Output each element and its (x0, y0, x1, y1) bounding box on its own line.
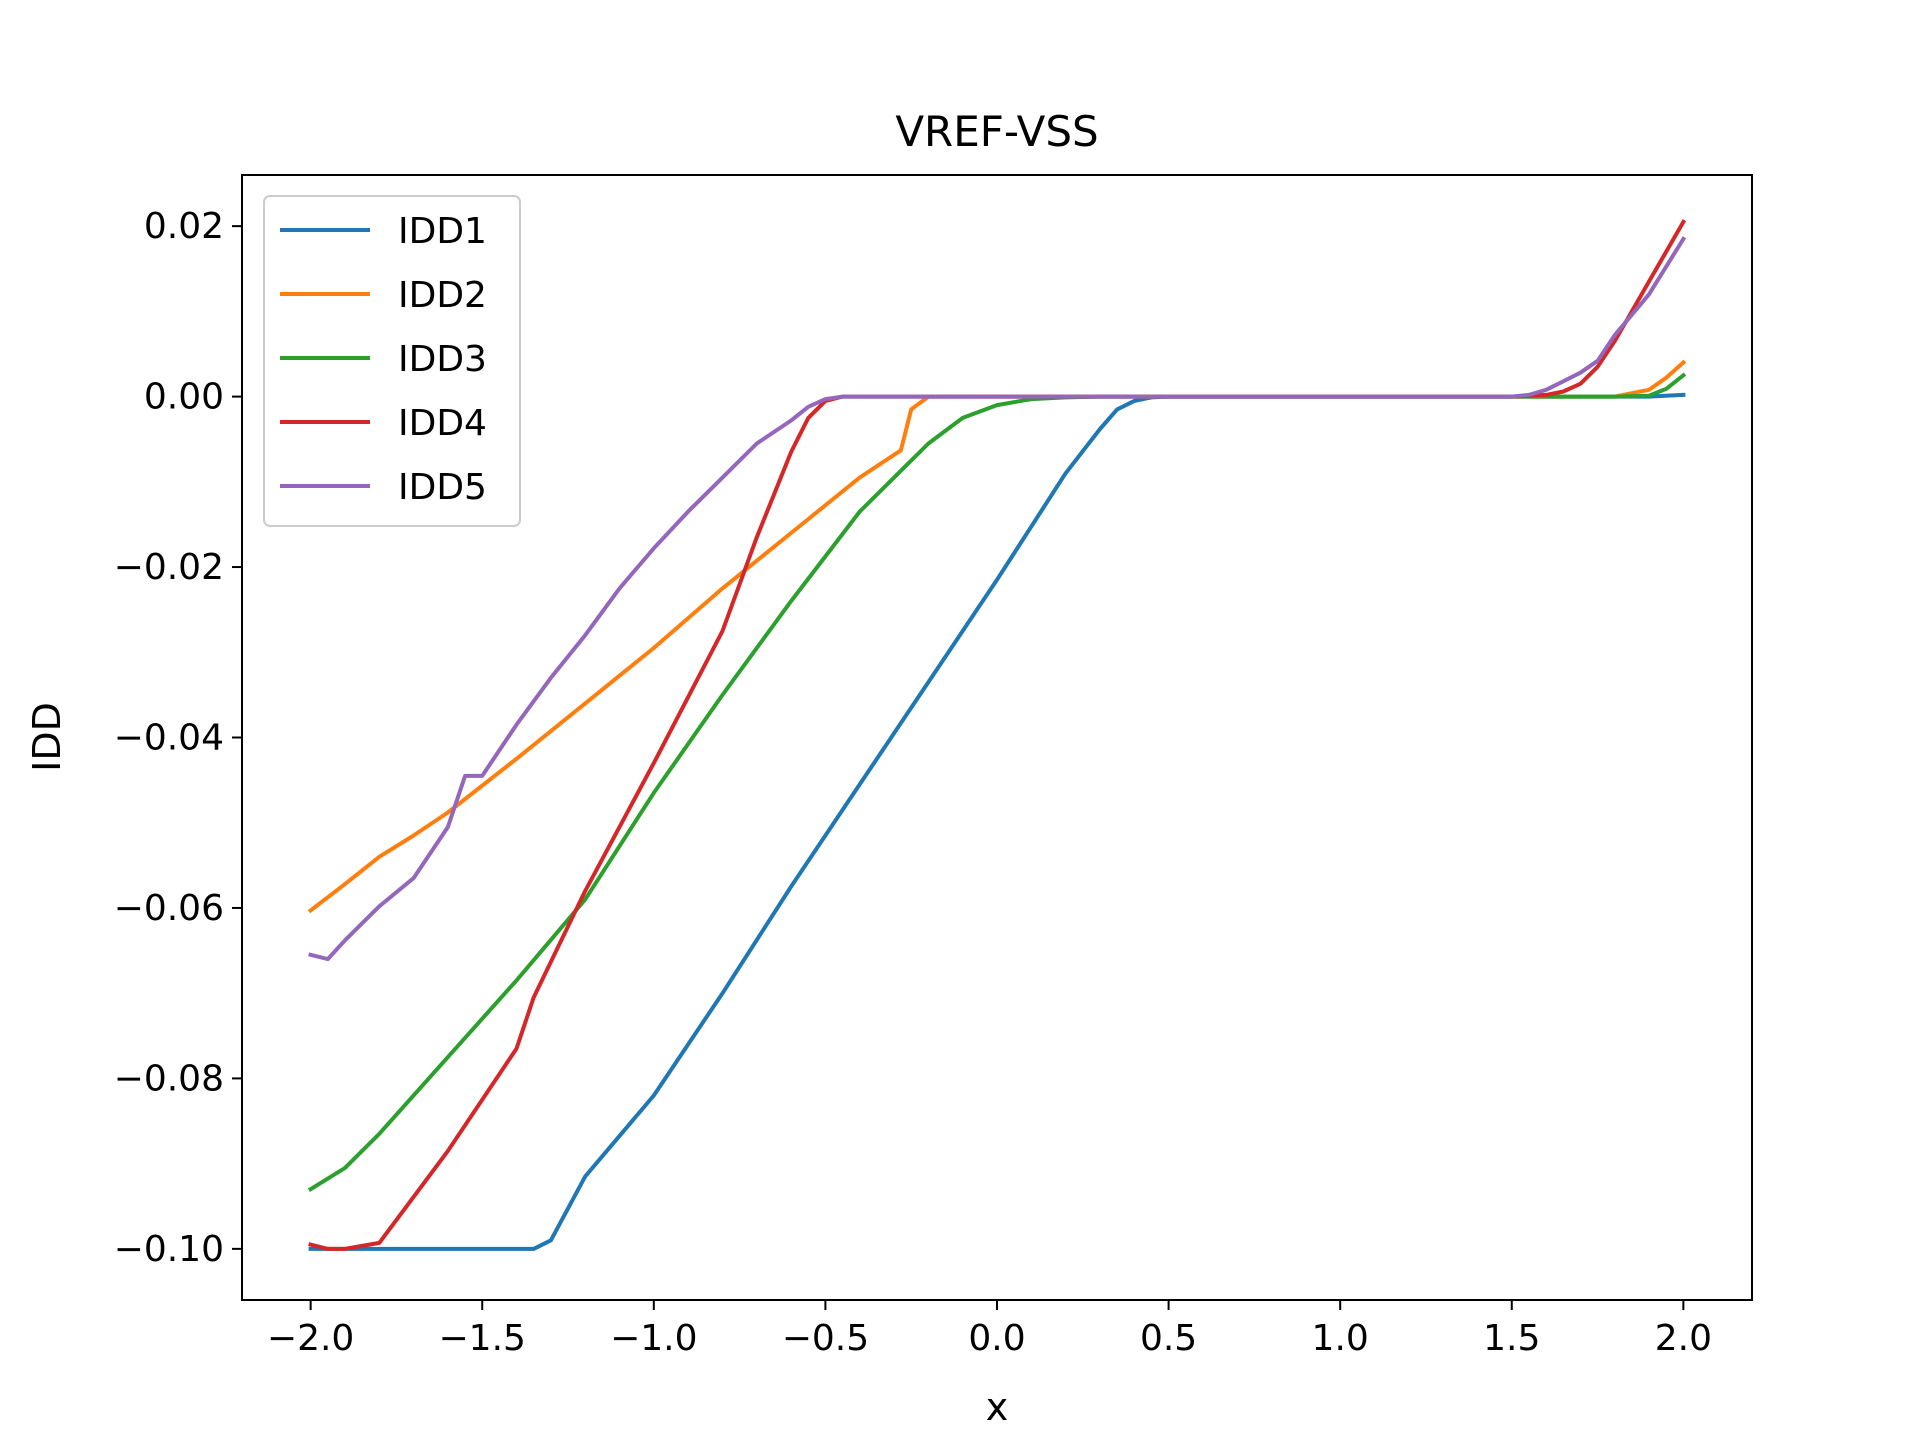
y-tick-label: −0.04 (114, 718, 224, 759)
legend-label-idd5: IDD5 (398, 467, 487, 508)
y-tick-label: −0.08 (114, 1058, 224, 1099)
x-tick-label: 0.0 (968, 1318, 1025, 1359)
x-tick-label: 1.5 (1483, 1318, 1540, 1359)
legend-label-idd2: IDD2 (398, 275, 487, 316)
x-axis: −2.0 −1.5 −1.0 −0.5 0.0 0.5 1.0 1.5 2.0 (267, 1300, 1712, 1359)
x-tick-label: 0.5 (1140, 1318, 1197, 1359)
y-axis: 0.02 0.00 −0.02 −0.04 −0.06 −0.08 −0.10 (114, 206, 242, 1270)
legend: IDD1 IDD2 IDD3 IDD4 IDD5 (263, 195, 521, 527)
series-line-idd5 (308, 236, 1687, 962)
series-lines (307, 219, 1687, 1251)
x-axis-label: x (986, 1385, 1009, 1429)
legend-box (263, 195, 521, 527)
legend-label-idd3: IDD3 (398, 339, 487, 380)
x-tick-label: 2.0 (1655, 1318, 1712, 1359)
legend-label-idd4: IDD4 (398, 403, 487, 444)
y-tick-label: −0.10 (114, 1229, 224, 1270)
y-axis-label: IDD (25, 702, 69, 772)
y-tick-label: −0.06 (114, 888, 224, 929)
y-tick-label: 0.02 (144, 206, 224, 247)
x-tick-label: −2.0 (267, 1318, 354, 1359)
x-tick-label: −1.5 (439, 1318, 526, 1359)
x-tick-label: 1.0 (1312, 1318, 1369, 1359)
series-line-idd4 (308, 219, 1687, 1251)
x-tick-label: −0.5 (782, 1318, 869, 1359)
x-tick-label: −1.0 (610, 1318, 697, 1359)
chart-title: VREF-VSS (895, 107, 1098, 156)
legend-label-idd1: IDD1 (398, 211, 487, 252)
y-tick-label: −0.02 (114, 547, 224, 588)
y-tick-label: 0.00 (144, 377, 224, 418)
